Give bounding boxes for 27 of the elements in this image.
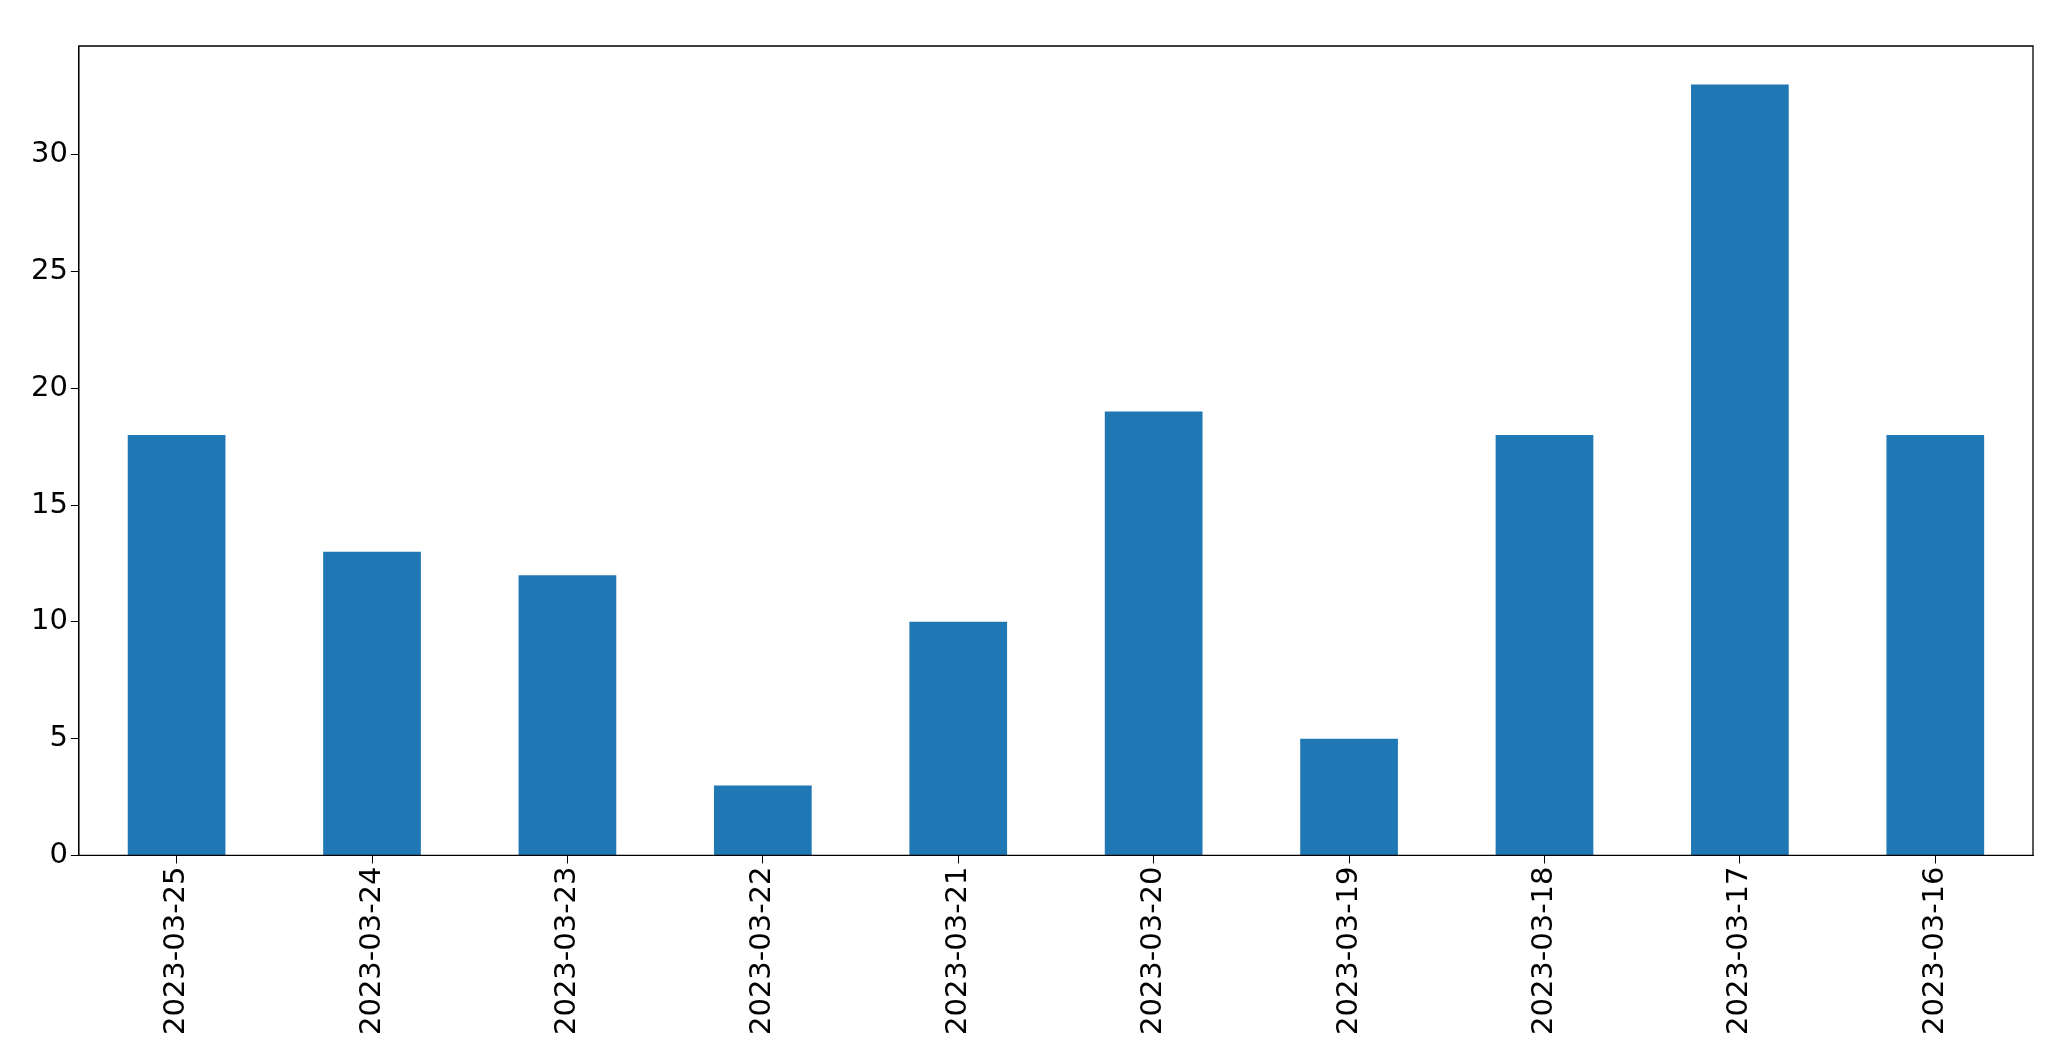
x-tick-label: 2023-03-16 (1915, 866, 1950, 1036)
bar (127, 434, 226, 855)
bar (1104, 411, 1203, 855)
bar (518, 575, 617, 855)
bar (1691, 84, 1789, 855)
bar (1495, 434, 1594, 855)
bar (323, 551, 421, 855)
y-tick-label: 0 (49, 836, 68, 870)
x-tick-label: 2023-03-21 (938, 866, 973, 1036)
bar (1300, 738, 1398, 855)
y-tick-label: 30 (31, 135, 68, 170)
x-tick-label: 2023-03-19 (1329, 866, 1364, 1036)
y-tick-label: 25 (31, 251, 68, 286)
y-tick-label: 5 (49, 719, 68, 754)
bar (1886, 434, 1985, 855)
y-tick-label: 15 (31, 485, 68, 520)
y-tick-label: 10 (31, 602, 68, 637)
y-tick-label: 20 (31, 368, 68, 403)
x-tick-label: 2023-03-22 (743, 866, 778, 1036)
bar (713, 785, 812, 855)
x-tick-label: 2023-03-17 (1720, 866, 1755, 1036)
bar (909, 621, 1008, 855)
x-tick-label: 2023-03-24 (352, 866, 387, 1036)
x-tick-label: 2023-03-20 (1134, 866, 1169, 1036)
x-tick-label: 2023-03-25 (157, 866, 192, 1036)
x-tick-label: 2023-03-18 (1525, 866, 1560, 1036)
x-tick-label: 2023-03-23 (547, 866, 582, 1036)
